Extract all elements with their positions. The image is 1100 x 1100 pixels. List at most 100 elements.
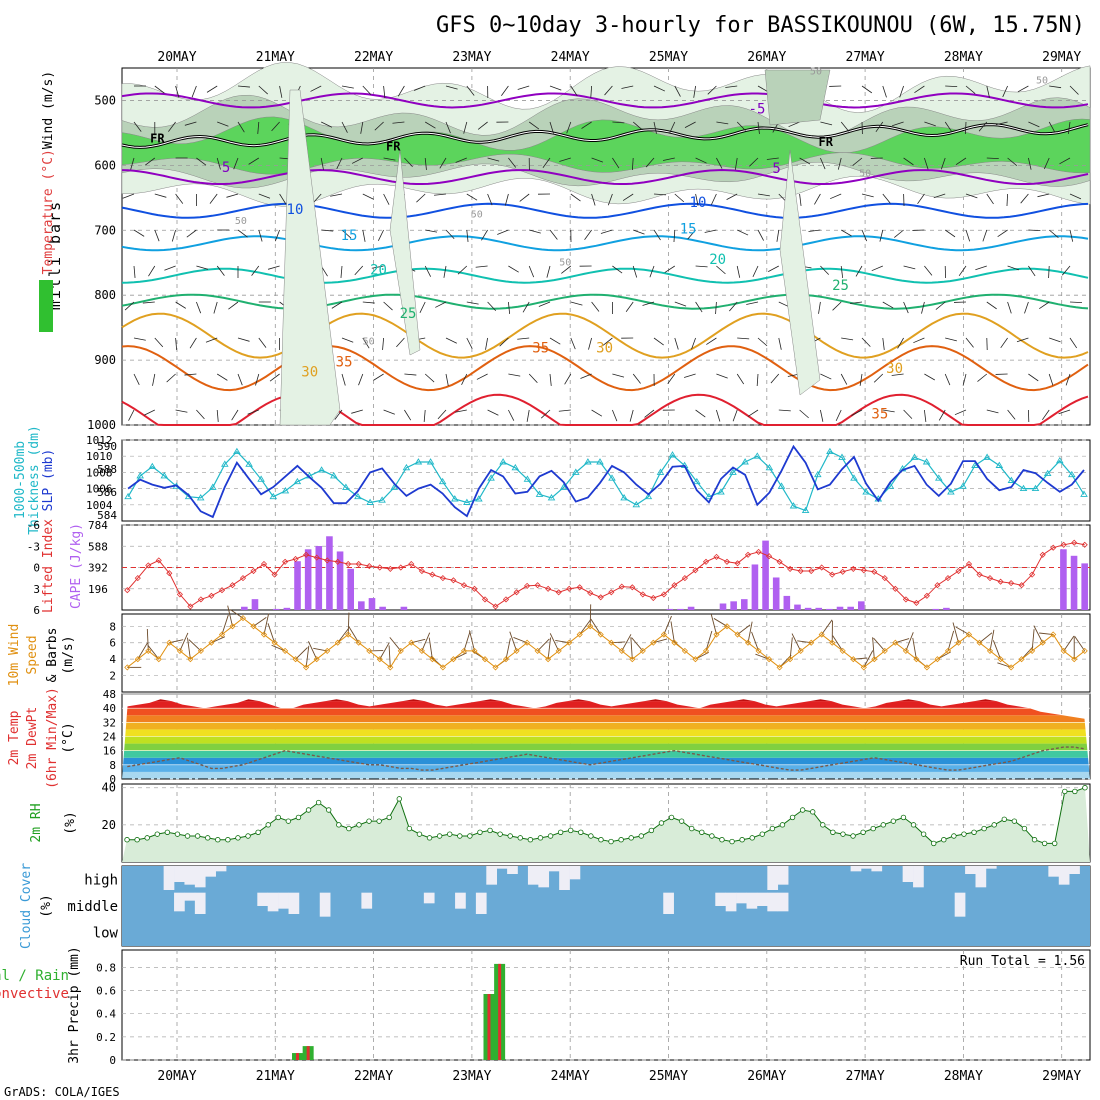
pressure-tick-label: 700 — [94, 223, 116, 237]
cloud-gap — [257, 892, 269, 906]
wind10m-barb — [179, 632, 189, 652]
rh-point — [890, 818, 897, 824]
isotherm-label: 20 — [709, 252, 726, 268]
wind-barb — [1007, 409, 1016, 420]
wind-barb — [645, 157, 655, 168]
wind10m-point — [639, 647, 646, 654]
thickness-line — [127, 450, 1085, 512]
rh-point — [194, 833, 201, 839]
wind-barb — [271, 121, 280, 132]
precip-convective-label: Convective — [0, 986, 69, 1002]
wind10m-point — [839, 647, 846, 654]
rh-point — [265, 822, 271, 828]
wind-barb — [820, 373, 832, 380]
wind-barb — [591, 301, 600, 312]
wind-barb — [1016, 337, 1029, 343]
rh-point — [850, 833, 856, 839]
cloud-gap — [475, 892, 487, 914]
thickness-axis-label: 1000-500mb — [13, 441, 28, 519]
lifted-point — [324, 557, 331, 564]
wind-barb — [1048, 229, 1059, 239]
wind10m-point — [239, 615, 247, 622]
wind-barb — [133, 121, 142, 132]
wind10m-point — [734, 631, 741, 638]
wind10m-barb — [547, 637, 552, 660]
rh-point — [678, 818, 685, 824]
thickness-point — [814, 470, 822, 478]
cape-bar — [719, 603, 727, 610]
wind-barb — [122, 193, 135, 199]
thickness-point — [995, 461, 1004, 468]
wind10m-point — [134, 656, 141, 663]
cloud-gap — [1069, 866, 1080, 874]
lifted-point — [513, 589, 520, 596]
temp-axis-label-2: (6hr Min/Max) — [45, 687, 60, 789]
wind-barb — [362, 193, 374, 200]
wind-barb — [921, 301, 925, 314]
rh-point — [598, 837, 604, 843]
wind-barb — [504, 193, 509, 206]
thickness-point — [572, 468, 580, 475]
wind-barb — [747, 409, 759, 417]
cape-tick-label: 784 — [88, 519, 108, 532]
wind-barb — [526, 409, 530, 422]
rh-point — [547, 833, 554, 839]
wind-barb — [629, 409, 634, 422]
cloud-gap — [902, 866, 914, 882]
thickness-point — [124, 492, 132, 500]
cloud-gap — [319, 892, 331, 917]
wind-barb — [508, 265, 519, 273]
date-label-bottom: 21MAY — [256, 1069, 295, 1084]
wind10m-point — [1071, 656, 1078, 663]
lifted-point — [1008, 580, 1015, 587]
wind-barb — [487, 409, 499, 416]
wind10m-point — [1018, 656, 1025, 663]
wind-barb — [818, 301, 821, 314]
pressure-tick-label: 800 — [94, 288, 116, 302]
temp-axis-label-0: 2m Temp — [7, 710, 22, 765]
wind-barb — [124, 301, 135, 311]
cape-bar — [666, 608, 674, 610]
lifted-point — [376, 564, 383, 571]
wind-barb — [439, 157, 447, 169]
cloud-gap — [278, 892, 289, 909]
wind-barb — [924, 265, 933, 276]
wind10m-point — [608, 639, 615, 646]
wind-barb — [487, 301, 497, 312]
wind-barb — [341, 373, 346, 386]
wind-barb — [334, 409, 343, 420]
wind-barb — [581, 121, 592, 129]
cape-bar — [847, 606, 854, 610]
rh-axis-unit: (%) — [63, 811, 78, 834]
wind-barb — [882, 409, 895, 413]
wind-barb — [566, 121, 572, 134]
wind10m-point — [1039, 639, 1046, 646]
thickness-point — [596, 458, 604, 465]
rh-point — [1082, 785, 1088, 791]
wind-barb — [695, 193, 699, 206]
isotherm-label: 25 — [832, 278, 849, 294]
rh-point — [981, 825, 987, 832]
cloud-gap — [767, 892, 779, 912]
lifted-line — [126, 542, 1085, 608]
wind10m-barb — [537, 638, 550, 652]
isotherm-label: 15 — [680, 222, 697, 238]
lifted-point — [881, 575, 888, 582]
isotherm-line — [121, 267, 1089, 284]
wind10m-line — [126, 617, 1086, 669]
wind-barb — [205, 337, 218, 343]
lifted-tick-label: 6 — [33, 604, 40, 617]
cloud-gap — [736, 892, 747, 904]
panel-frame-wind — [121, 613, 1091, 693]
cloud-gap — [715, 892, 726, 906]
wind-barb — [715, 301, 717, 314]
rh-point — [295, 814, 302, 821]
wind-barb — [632, 265, 638, 278]
wind-barb — [1028, 121, 1040, 128]
wind-barb — [570, 193, 581, 202]
thickness-point — [922, 458, 931, 465]
rh-point — [769, 825, 776, 832]
thickness-point — [971, 461, 979, 468]
wind-barb — [216, 157, 221, 170]
thickness-point — [1056, 456, 1064, 464]
